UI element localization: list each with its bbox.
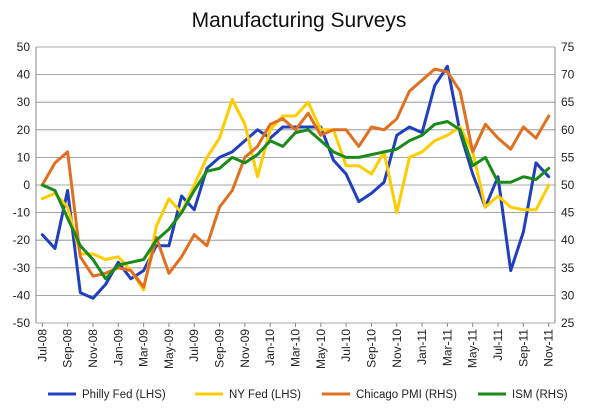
right-tick-label: 55: [561, 150, 575, 164]
x-tick-label: Mar-11: [440, 329, 454, 366]
legend-label-4: ISM (RHS): [512, 389, 568, 401]
left-tick-label: -40: [13, 288, 31, 302]
left-tick-label: -30: [13, 261, 31, 275]
left-tick-label: 50: [17, 40, 31, 54]
right-tick-label: 70: [561, 68, 575, 82]
x-tick-label: Jan-10: [263, 329, 277, 366]
chart-title: Manufacturing Surveys: [192, 9, 407, 32]
series-line-4: [40, 120, 551, 281]
right-tick-label: 45: [561, 206, 575, 220]
series-lines: [40, 64, 551, 300]
left-tick-label: 20: [17, 123, 31, 137]
x-tick-label: Nov-11: [542, 329, 556, 367]
legend-label-1: Philly Fed (LHS): [82, 389, 166, 401]
x-tick-label: May-09: [162, 329, 176, 369]
left-tick-label: 40: [17, 68, 31, 82]
x-tick-label: Jul-09: [187, 329, 201, 362]
x-tick-label: Sep-10: [364, 329, 378, 368]
x-tick-label: Jul-10: [339, 329, 353, 362]
legend-label-2: NY Fed (LHS): [229, 389, 301, 401]
right-tick-label: 35: [561, 261, 575, 275]
series-line-1: [40, 64, 551, 300]
x-tick-label: Nov-09: [238, 329, 252, 368]
series-line-2: [40, 97, 551, 292]
legend: Philly Fed (LHS) NY Fed (LHS) Chicago PMI …: [48, 389, 568, 401]
left-tick-label: -10: [13, 206, 31, 220]
x-tick-label: Mar-09: [137, 329, 151, 367]
x-tick-label: Jul-08: [35, 329, 49, 362]
right-tick-label: 75: [561, 40, 575, 54]
x-tick-label: Nov-08: [86, 329, 100, 368]
x-tick-label: Sep-09: [213, 329, 227, 368]
left-tick-label: 10: [17, 150, 31, 164]
left-tick-label: 0: [23, 178, 30, 192]
right-tick-label: 50: [561, 178, 575, 192]
x-tick-label: Jan-11: [415, 329, 429, 365]
x-tick-label: Sep-08: [61, 329, 75, 368]
legend-label-3: Chicago PMI (RHS): [356, 389, 457, 401]
right-tick-label: 60: [561, 123, 575, 137]
right-tick-label: 25: [561, 316, 575, 330]
right-tick-label: 65: [561, 95, 575, 109]
x-tick-label: May-11: [466, 329, 480, 368]
x-tick-label: May-10: [314, 329, 328, 369]
right-tick-label: 30: [561, 288, 575, 302]
x-tick-label: Jan-09: [111, 329, 125, 366]
right-tick-label: 40: [561, 233, 575, 247]
left-tick-label: -50: [13, 316, 31, 330]
x-tick-label: Jul-11: [491, 329, 505, 361]
axes: -50 -40 -30 -20 -10 0 10 20 30 40 50 25 30 35 40 45 50 55…: [13, 40, 575, 369]
x-tick-label: Sep-11: [516, 329, 530, 367]
series-line-3: [40, 67, 551, 289]
x-tick-label: Nov-10: [390, 329, 404, 368]
x-tick-label: Mar-10: [289, 329, 303, 367]
left-tick-label: -20: [13, 233, 31, 247]
left-tick-label: 30: [17, 95, 31, 109]
